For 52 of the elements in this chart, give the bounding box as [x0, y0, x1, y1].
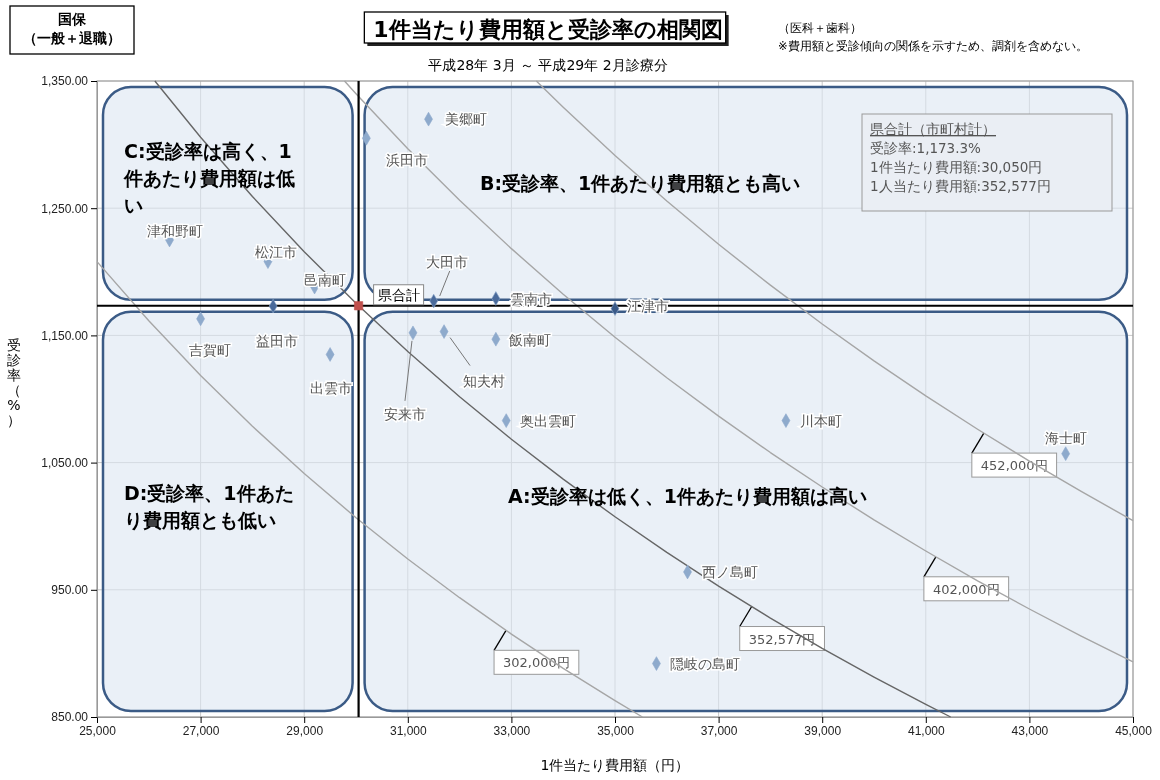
annotation: D:受診率、1件あたり費用額とも低い: [124, 482, 294, 531]
text: （医科＋歯科）: [778, 21, 862, 35]
y-tick-label: 1,250.00: [41, 201, 89, 216]
y-tick-label: 1,050.00: [41, 455, 89, 470]
annotation: 川本町: [799, 412, 842, 429]
text: 国保（一般＋退職）: [23, 11, 121, 46]
series-label: 県合計: [377, 286, 420, 303]
chart-subtitle: 平成28年 3月 ～ 平成29年 2月診療分: [428, 57, 668, 73]
x-tick-label: 41,000: [907, 723, 945, 738]
annotation: 西ノ島町: [701, 563, 758, 580]
x-tick-label: 25,000: [79, 723, 117, 738]
x-tick-label: 29,000: [286, 723, 324, 738]
chart-title: 1件当たり費用額と受診率の相関図: [373, 17, 723, 42]
annotation: 県合計（市町村計）: [870, 121, 996, 137]
annotation: 美郷町: [444, 111, 487, 128]
y-tick-label: 850.00: [51, 710, 89, 725]
x-tick-label: 45,000: [1115, 723, 1153, 738]
x-tick-label: 33,000: [493, 723, 531, 738]
text: ※費用額と受診傾向の関係を示すため、調剤を含めない。: [778, 39, 1088, 53]
annotation: 受診率:1,173.3%: [870, 140, 982, 156]
annotation: 浜田市: [386, 152, 429, 169]
y-tick-label: 950.00: [51, 583, 89, 598]
x-tick-label: 35,000: [597, 723, 635, 738]
series-label: 302,000円: [503, 655, 570, 671]
annotation: 奥出雲町: [520, 412, 577, 429]
annotation: 津和野町: [146, 223, 203, 239]
annotation: 1件当たり費用額:30,050円: [870, 159, 1043, 175]
annotation: 安来市: [383, 405, 426, 422]
x-tick-label: 37,000: [700, 723, 738, 738]
annotation: A:受診率は低く、1件あたり費用額は高い: [508, 485, 867, 507]
annotation: 松江市: [254, 243, 297, 260]
y-tick-label: 1,150.00: [41, 328, 89, 343]
x-tick-label: 43,000: [1011, 723, 1049, 738]
annotation: 吉賀町: [188, 341, 231, 358]
annotation: 知夫村: [463, 372, 506, 389]
series-label: 402,000円: [932, 581, 1000, 597]
point: [354, 301, 364, 311]
annotation: 海士町: [1044, 429, 1087, 446]
annotation: 益田市: [256, 333, 299, 350]
annotation: C:受診率は高く、1件あたり費用額は低い: [123, 140, 295, 216]
y-axis-title: 受診率（%）: [7, 337, 21, 428]
x-tick-label: 39,000: [804, 723, 842, 738]
y-tick-label: 1,350.00: [41, 74, 89, 89]
annotation: 飯南町: [508, 332, 551, 349]
annotation: 邑南町: [303, 272, 346, 289]
annotation: B:受診率、1件あたり費用額とも高い: [480, 172, 801, 194]
x-axis-title: 1件当たり費用額（円）: [540, 757, 690, 773]
annotation: 隠岐の島町: [670, 655, 741, 672]
x-tick-label: 27,000: [182, 723, 220, 738]
annotation: 大田市: [425, 254, 468, 271]
annotation: 1人当たり費用額:352,577円: [870, 178, 1051, 194]
x-tick-label: 31,000: [389, 723, 427, 738]
